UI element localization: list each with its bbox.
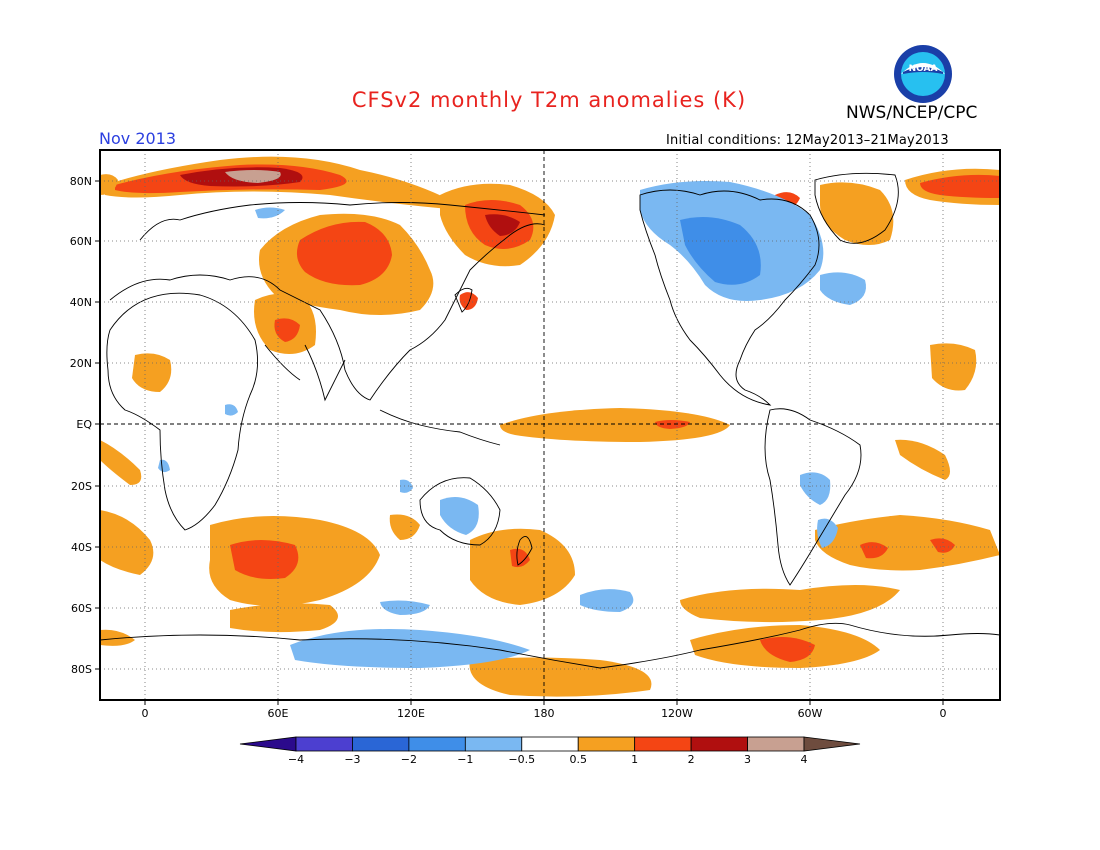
lat-label: EQ xyxy=(76,418,92,431)
colorbar-left-arrow xyxy=(239,736,297,752)
svg-text:NOAA: NOAA xyxy=(909,64,938,74)
colorbar-segment xyxy=(521,736,579,752)
anomaly-shading xyxy=(100,156,1000,697)
colorbar-tick-label: 2 xyxy=(688,753,695,766)
longitude-labels: 0 60E 120E 180 120W 60W 0 xyxy=(142,707,947,720)
lat-label: 80S xyxy=(71,663,92,676)
colorbar-segment xyxy=(408,736,466,752)
colorbar-segment xyxy=(690,736,748,752)
colorbar-tick-label: −3 xyxy=(344,753,360,766)
lat-label: 40N xyxy=(70,296,92,309)
lat-label: 40S xyxy=(71,541,92,554)
colorbar-segment xyxy=(634,736,692,752)
organization-label: NWS/NCEP/CPC xyxy=(846,103,978,123)
lon-label: 60E xyxy=(268,707,289,720)
colorbar-tick-label: −1 xyxy=(457,753,473,766)
lat-label: 80N xyxy=(70,175,92,188)
noaa-logo-icon: NOAA xyxy=(894,45,952,103)
lon-label: 0 xyxy=(940,707,947,720)
lat-label: 60N xyxy=(70,235,92,248)
lon-label: 180 xyxy=(534,707,555,720)
colorbar-tick-label: 1 xyxy=(631,753,638,766)
coastlines xyxy=(100,172,1000,669)
valid-month-label: Nov 2013 xyxy=(99,129,177,148)
map-frame xyxy=(99,149,1001,701)
lon-label: 60W xyxy=(798,707,823,720)
lon-label: 0 xyxy=(142,707,149,720)
colorbar-tick-label: 4 xyxy=(801,753,808,766)
colorbar-right-arrow xyxy=(803,736,861,752)
colorbar-segment xyxy=(295,736,353,752)
lat-label: 60S xyxy=(71,602,92,615)
lon-label: 120W xyxy=(661,707,693,720)
colorbar-tick-label: −2 xyxy=(401,753,417,766)
colorbar-tick-label: 0.5 xyxy=(569,753,587,766)
colorbar: −4 −3 −2 −1 −0.5 0.5 1 2 3 4 xyxy=(239,736,861,766)
colorbar-tick-label: −4 xyxy=(288,753,304,766)
colorbar-segment xyxy=(464,736,523,752)
lat-label: 20S xyxy=(71,480,92,493)
colorbar-segment xyxy=(577,736,636,752)
chart-title: CFSv2 monthly T2m anomalies (K) xyxy=(351,88,747,112)
equator-dateline xyxy=(100,150,1000,700)
colorbar-segment xyxy=(747,736,805,752)
colorbar-tick-label: −0.5 xyxy=(508,753,535,766)
initial-conditions-label: Initial conditions: 12May2013–21May2013 xyxy=(666,133,949,148)
lon-label: 120E xyxy=(397,707,425,720)
colorbar-tick-label: 3 xyxy=(744,753,751,766)
latitude-labels: 80N 60N 40N 20N EQ 20S 40S 60S 80S xyxy=(70,175,93,676)
tick-marks xyxy=(95,180,944,705)
lat-label: 20N xyxy=(70,357,92,370)
colorbar-segment xyxy=(352,736,410,752)
